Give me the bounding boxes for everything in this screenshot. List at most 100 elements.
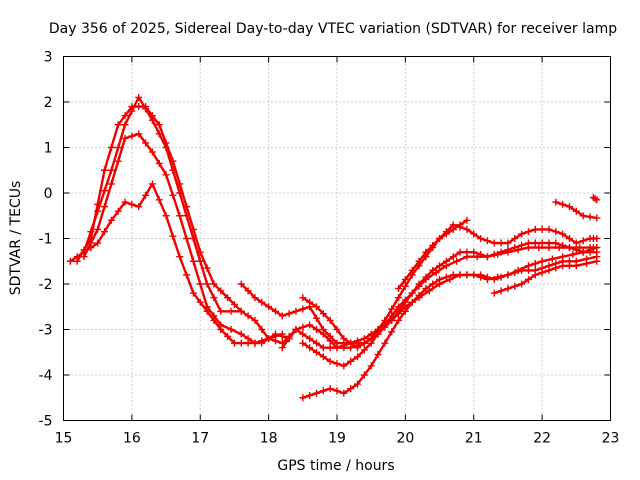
data-point (381, 323, 389, 331)
data-point (524, 228, 532, 236)
data-point (374, 351, 382, 359)
data-point (436, 235, 444, 242)
data-point (101, 228, 109, 236)
y-tick-label: 0 (44, 186, 53, 202)
data-point (326, 337, 334, 345)
data-point (463, 225, 471, 233)
data-point (217, 287, 225, 295)
data-point (278, 344, 286, 352)
series-track-11 (490, 257, 601, 297)
data-point (155, 196, 163, 204)
data-point (531, 271, 539, 279)
data-point (422, 248, 430, 256)
data-point (497, 239, 505, 247)
data-point (292, 307, 300, 315)
data-point (518, 266, 526, 274)
data-point (518, 241, 526, 249)
data-point (299, 305, 307, 313)
data-point (552, 239, 560, 247)
data-point (381, 339, 389, 347)
y-tick-labels: 3 2 1 0 -1 -2 -3 -4 -5 (39, 50, 53, 430)
data-point (490, 239, 498, 247)
data-point (162, 139, 170, 147)
data-point (524, 275, 532, 283)
data-point (538, 239, 546, 247)
data-point (107, 216, 115, 224)
data-point (210, 316, 218, 324)
data-point (374, 326, 382, 333)
data-point (135, 130, 143, 138)
data-point (87, 235, 95, 242)
data-point (107, 180, 115, 188)
x-tick-label: 17 (191, 431, 209, 447)
data-point (579, 212, 587, 220)
data-point (73, 257, 81, 265)
data-point (429, 241, 437, 249)
x-axis-title: GPS time / hours (277, 458, 394, 474)
data-point (497, 273, 505, 281)
data-point (415, 291, 423, 299)
data-point (183, 271, 191, 279)
data-point (196, 248, 204, 256)
data-point (80, 246, 88, 254)
data-point (453, 257, 461, 265)
series-track-7 (278, 239, 601, 352)
data-point (169, 157, 177, 165)
data-point (94, 225, 102, 233)
data-point (511, 235, 519, 242)
x-tick-label: 23 (602, 431, 620, 447)
data-point (135, 103, 143, 111)
data-point (456, 271, 464, 279)
data-point (572, 207, 580, 215)
data-point (388, 305, 396, 313)
data-point (497, 287, 505, 295)
data-point (490, 275, 498, 283)
x-tick-label: 16 (123, 431, 141, 447)
data-point (271, 337, 279, 345)
data-point (442, 273, 450, 281)
data-point (504, 271, 512, 279)
data-point (511, 244, 519, 252)
data-point (545, 266, 553, 274)
data-point (142, 103, 150, 111)
data-point (490, 289, 498, 297)
data-point (395, 316, 403, 324)
data-point (299, 330, 307, 338)
data-point (135, 203, 143, 211)
data-point (155, 121, 163, 129)
data-point (504, 246, 512, 254)
data-point (244, 312, 252, 320)
data-point (360, 371, 368, 379)
y-tick-label: -3 (39, 323, 53, 339)
data-point (94, 239, 102, 247)
data-point (436, 262, 444, 270)
data-point (395, 285, 403, 293)
data-point (114, 157, 122, 165)
data-point (552, 228, 560, 236)
data-point (524, 239, 532, 247)
data-point (333, 387, 341, 395)
data-point (101, 166, 109, 174)
data-point (176, 180, 184, 188)
data-point (265, 335, 273, 343)
data-point (565, 235, 573, 242)
y-tick-label: -4 (39, 368, 53, 384)
data-point (196, 298, 204, 306)
series-track-12 (552, 198, 601, 222)
data-point (196, 257, 204, 265)
data-point (312, 326, 320, 333)
data-point (210, 280, 218, 288)
data-point (217, 326, 225, 333)
data-point (203, 280, 211, 288)
data-point (162, 171, 170, 179)
data-point (401, 275, 409, 283)
data-point (299, 323, 307, 331)
data-point (545, 225, 553, 233)
data-point (518, 280, 526, 288)
data-point (114, 207, 122, 215)
data-point (326, 344, 334, 352)
data-point (299, 294, 307, 302)
x-tick-label: 18 (260, 431, 278, 447)
data-point (142, 139, 150, 147)
